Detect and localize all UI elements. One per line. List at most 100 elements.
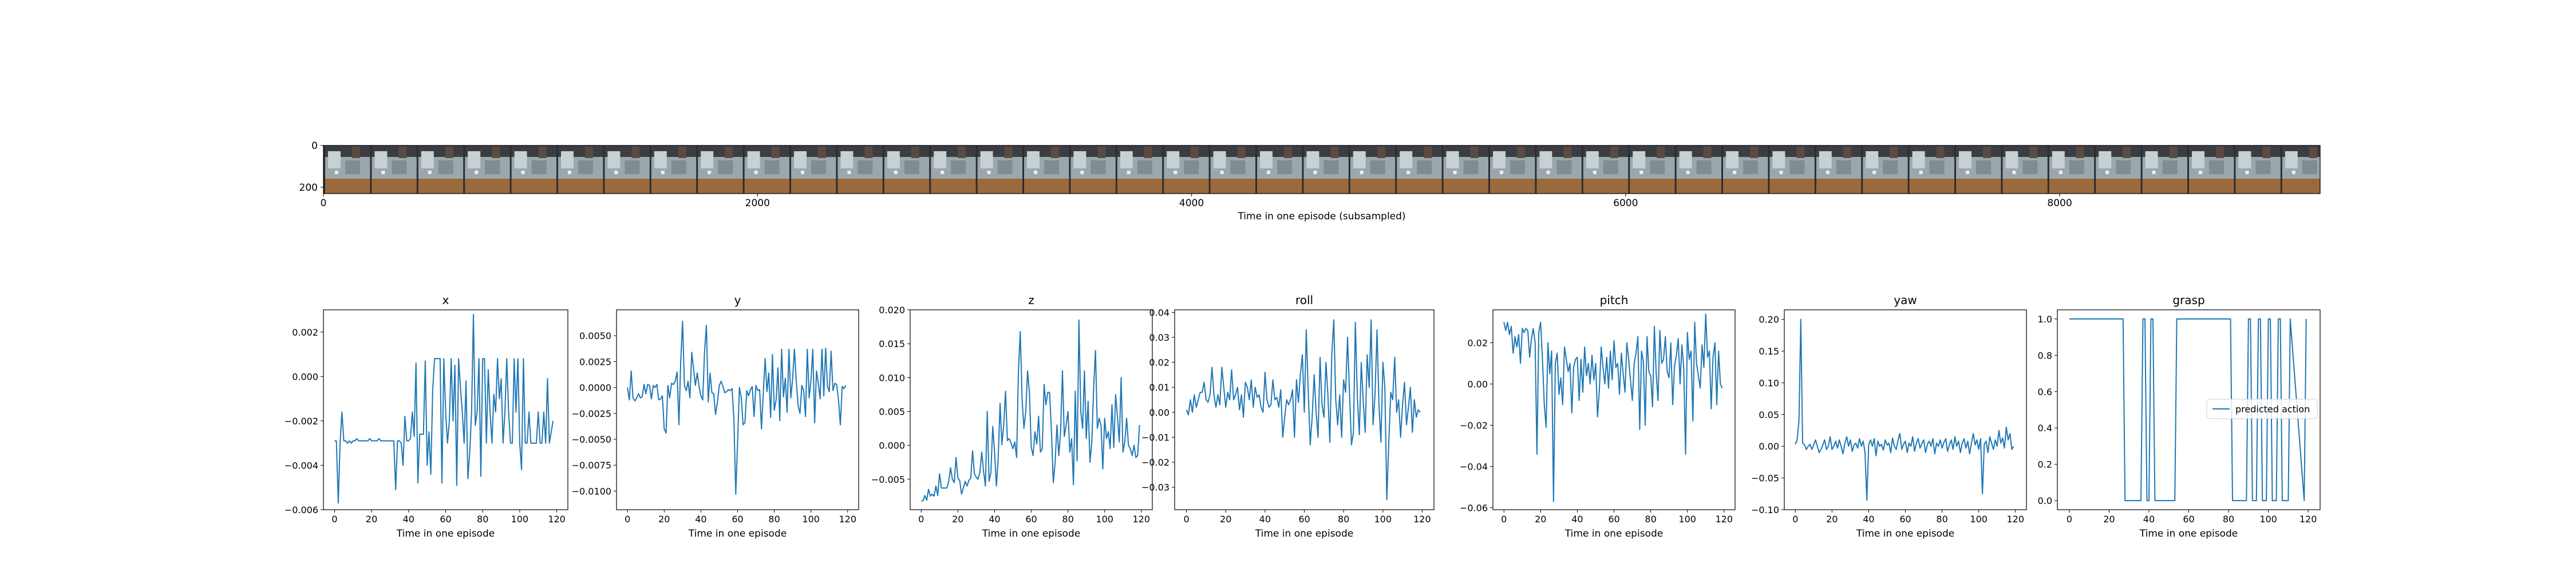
x-tick-label: 120: [548, 514, 566, 525]
y-tick-label: −0.02: [1460, 420, 1488, 431]
legend-label: predicted action: [2235, 404, 2310, 415]
x-axis-label: Time in one episode: [1564, 528, 1663, 539]
x-tick-label: 20: [658, 514, 670, 525]
x-tick-label: 40: [2143, 514, 2155, 525]
x-tick-label: 40: [695, 514, 706, 525]
y-tick-label: 0.15: [1759, 346, 1779, 357]
subplot-title: z: [1028, 293, 1034, 307]
x-tick-label: 20: [2103, 514, 2115, 525]
x-tick-label: 0: [1183, 514, 1189, 525]
x-tick-label: 0: [2067, 514, 2072, 525]
x-tick-label: 120: [1715, 514, 1733, 525]
x-tick-label: 80: [477, 514, 488, 525]
subplot-yaw: −0.10 −0.05 0.00 0.05 0.10 0.15 0.20 0 20 40 60 80 1…: [1751, 293, 2027, 539]
x-tick-label: 80: [1645, 514, 1656, 525]
strip-x-tick-label: 4000: [1179, 198, 1204, 209]
series-line: [921, 319, 1140, 502]
y-tick-label: 0.10: [1759, 377, 1779, 388]
x-tick-label: 60: [732, 514, 743, 525]
axes-frame: [323, 309, 568, 510]
x-tick-label: 100: [2259, 514, 2277, 525]
y-tick-label: −0.06: [1460, 502, 1488, 513]
x-axis-label: Time in one episode: [1255, 528, 1353, 539]
x-tick-label: 0: [331, 514, 337, 525]
x-tick-label: 120: [2006, 514, 2024, 525]
x-axis-label: Time in one episode: [2139, 528, 2238, 539]
x-tick-label: 20: [366, 514, 377, 525]
y-tick-label: 0.00: [1149, 407, 1170, 418]
series-line: [1795, 318, 2014, 501]
x-tick-label: 60: [2183, 514, 2194, 525]
y-tick-label: 0.0050: [579, 330, 611, 341]
strip-y-tick-label: 0: [311, 140, 318, 152]
legend: predicted action: [2206, 399, 2318, 419]
x-tick-label: 60: [1298, 514, 1310, 525]
x-axis-label: Time in one episode: [982, 528, 1080, 539]
x-tick-label: 0: [1501, 514, 1507, 525]
x-tick-label: 100: [802, 514, 820, 525]
y-tick-label: −0.005: [871, 474, 905, 485]
y-tick-label: 0.4: [2038, 423, 2052, 434]
subplot-title: x: [442, 293, 449, 307]
y-tick-label: −0.002: [285, 416, 318, 427]
y-tick-label: −0.04: [1460, 461, 1488, 472]
x-tick-label: 100: [1678, 514, 1696, 525]
y-tick-label: −0.0075: [572, 460, 611, 471]
y-tick-label: −0.004: [285, 460, 318, 471]
y-tick-label: −0.03: [1141, 482, 1170, 493]
strip-x-tick-label: 2000: [745, 198, 770, 209]
x-tick-label: 40: [403, 514, 414, 525]
strip-x-tick-label: 6000: [1613, 198, 1638, 209]
x-tick-label: 80: [1338, 514, 1349, 525]
y-tick-label: 0.020: [879, 305, 905, 316]
strip-x-tick-label: 8000: [2047, 198, 2072, 209]
x-tick-label: 100: [1970, 514, 1988, 525]
x-axis-label: Time in one episode: [396, 528, 495, 539]
y-tick-label: −0.05: [1751, 473, 1779, 484]
y-tick-label: 0.0025: [579, 356, 611, 367]
subplot-pitch: −0.06 −0.04 −0.02 0.00 0.02 0 20 40 60 80 100 120 pi…: [1460, 293, 1736, 539]
y-tick-label: 0.20: [1759, 314, 1779, 325]
subplot-z: −0.005 0.000 0.005 0.010 0.015 0.020 0 20 40 60 80…: [871, 293, 1153, 539]
subplot-title: grasp: [2172, 293, 2204, 307]
y-tick-label: 0.002: [292, 327, 318, 338]
x-tick-label: 0: [625, 514, 630, 525]
x-tick-label: 80: [2223, 514, 2234, 525]
legend-box: [2206, 399, 2318, 419]
x-tick-label: 100: [1096, 514, 1113, 525]
y-tick-label: 0.00: [1759, 441, 1779, 452]
x-tick-label: 20: [1220, 514, 1231, 525]
x-tick-label: 80: [1062, 514, 1073, 525]
y-tick-label: 0.2: [2038, 459, 2052, 470]
strip-x-tick-label: 0: [321, 198, 327, 209]
y-tick-label: 0.0: [2038, 495, 2052, 506]
axes-frame: [616, 309, 859, 510]
axes-frame: [910, 309, 1153, 510]
x-tick-label: 120: [1413, 514, 1431, 525]
x-tick-label: 0: [918, 514, 924, 525]
subplot-x: −0.006 −0.004 −0.002 0.000 0.002 0 20 40 60 80 100…: [285, 293, 568, 539]
x-axis-label: Time in one episode: [1856, 528, 1954, 539]
y-tick-label: 0.6: [2038, 387, 2052, 397]
x-tick-label: 20: [952, 514, 963, 525]
subplot-title: y: [734, 293, 741, 307]
y-tick-label: 0.03: [1149, 332, 1170, 343]
y-tick-label: 0.005: [879, 406, 905, 417]
y-tick-label: 0.015: [879, 338, 905, 349]
x-axis-label: Time in one episode: [688, 528, 787, 539]
series-line: [1186, 319, 1421, 501]
subplot-roll: −0.03 −0.02 −0.01 0.00 0.01 0.02 0.03 0.04 0 20 40…: [1141, 293, 1435, 539]
x-tick-label: 80: [1936, 514, 1947, 525]
y-tick-label: 0.02: [1467, 338, 1488, 349]
subplot-title: pitch: [1600, 293, 1629, 307]
y-tick-label: −0.02: [1141, 457, 1170, 468]
x-tick-label: 20: [1826, 514, 1838, 525]
y-tick-label: 0.05: [1759, 409, 1779, 420]
axes-frame: [2057, 309, 2321, 510]
strip-frame: [323, 145, 2321, 194]
y-tick-label: 1.0: [2038, 314, 2052, 325]
x-tick-label: 40: [1259, 514, 1271, 525]
